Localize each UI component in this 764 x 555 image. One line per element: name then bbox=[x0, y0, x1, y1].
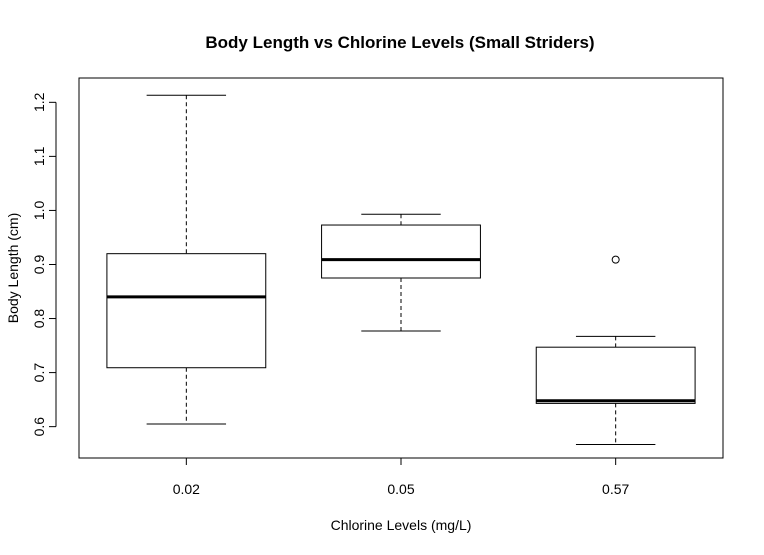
x-axis: 0.02 0.05 0.57 bbox=[173, 457, 630, 497]
iqr-box bbox=[106, 253, 267, 369]
y-axis-label: Body Length (cm) bbox=[5, 213, 21, 324]
x-tick-label: 0.02 bbox=[173, 481, 200, 497]
x-tick-label: 0.57 bbox=[602, 481, 629, 497]
box-0.57 bbox=[535, 255, 696, 445]
y-tick-label: 0.6 bbox=[31, 417, 47, 437]
y-tick-label: 1.0 bbox=[31, 200, 47, 220]
box-series bbox=[106, 94, 696, 445]
x-tick-label: 0.05 bbox=[387, 481, 414, 497]
y-tick-label: 1.2 bbox=[31, 92, 47, 112]
y-axis: 0.6 0.7 0.8 0.9 1.0 1.1 1.2 bbox=[31, 92, 57, 437]
chart-title: Body Length vs Chlorine Levels (Small St… bbox=[205, 33, 594, 52]
iqr-box bbox=[321, 224, 481, 279]
box-0.02 bbox=[106, 94, 267, 425]
y-tick-label: 0.8 bbox=[31, 309, 47, 329]
y-tick-label: 0.7 bbox=[31, 363, 47, 383]
box-0.05 bbox=[321, 213, 481, 332]
iqr-box bbox=[535, 346, 696, 404]
outlier-point bbox=[611, 255, 620, 264]
y-tick-label: 1.1 bbox=[31, 146, 47, 166]
y-tick-label: 0.9 bbox=[31, 255, 47, 275]
x-axis-label: Chlorine Levels (mg/L) bbox=[331, 517, 472, 533]
